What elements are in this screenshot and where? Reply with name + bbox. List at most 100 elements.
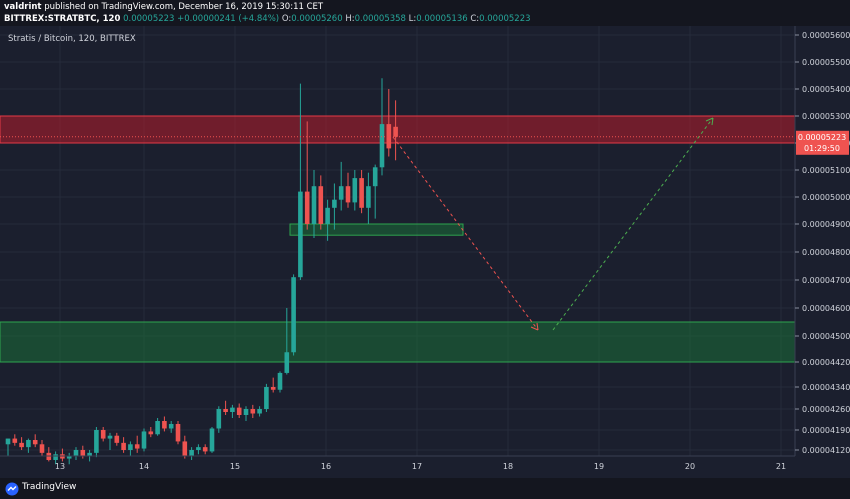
candle-body [134, 444, 140, 449]
time-tick-label: 15 [230, 462, 240, 471]
time-tick-label: 16 [321, 462, 331, 471]
high-value: 0.00005358 [354, 14, 406, 24]
up-arrow-line [552, 117, 714, 331]
candle-body [39, 444, 45, 453]
candle-body [216, 409, 222, 429]
candle-body [277, 372, 283, 390]
candle-body [318, 186, 324, 224]
candle-body [32, 440, 38, 445]
candle-body [386, 124, 392, 149]
price-axis-ticks: 0.00005600 0.00005500 0.00005400 0.00005300… [795, 31, 850, 455]
tradingview-logo-icon[interactable] [5, 482, 19, 496]
price-tick-label: 0.00004900 [802, 220, 850, 229]
candle-body [291, 277, 296, 353]
zones [0, 115, 796, 363]
price-tick-label: 0.00005100 [802, 166, 850, 175]
candle-body [304, 191, 310, 224]
candle-body [325, 207, 330, 224]
candle-body [243, 409, 249, 415]
candle-body [19, 442, 24, 448]
candle-body [148, 431, 154, 435]
price-tick-label: 0.00004800 [802, 248, 850, 257]
candle-body [230, 407, 235, 412]
published-text: published on TradingView.com, December 1… [44, 2, 324, 12]
down-arrow-head [530, 322, 539, 331]
price-tick-label: 0.00004340 [802, 383, 850, 392]
candle-body [270, 387, 276, 390]
candle-body [114, 435, 120, 443]
time-tick-label: 17 [412, 462, 422, 471]
open-value: 0.00005260 [291, 14, 343, 24]
candle-body [168, 424, 174, 429]
candle-body [311, 186, 317, 224]
candle-body [332, 199, 337, 208]
candle-body [128, 444, 133, 450]
bar-countdown-label: 01:29:50 [804, 144, 840, 153]
time-tick-label: 14 [139, 462, 149, 471]
candle-body [53, 454, 58, 460]
candle-body [189, 450, 194, 456]
time-tick-label: 18 [503, 462, 513, 471]
candle-body [236, 407, 242, 415]
candle-body [379, 124, 385, 168]
down-arrow-line [392, 136, 539, 331]
tradingview-brand[interactable]: TradingView [22, 482, 77, 492]
candle-body [393, 126, 398, 137]
candle-body [121, 442, 126, 450]
candle-body [162, 421, 167, 429]
price-tick-label: 0.00005400 [802, 85, 850, 94]
low-value: 0.00005136 [416, 14, 468, 24]
ohlc-line: BITTREX:STRATBTC, 120 0.00005223 +0.0000… [4, 13, 531, 25]
price-tick-label: 0.00004190 [802, 426, 850, 435]
candle-body [66, 455, 72, 459]
candle-body [94, 430, 99, 453]
candle-body [359, 178, 364, 208]
candle-body [298, 191, 303, 278]
candle-body [202, 447, 208, 452]
candle-body [80, 450, 86, 456]
candle-body [73, 450, 79, 456]
plot-background [0, 26, 795, 456]
time-tick-label: 21 [776, 462, 786, 471]
candle-body [26, 440, 31, 448]
time-tick-label: 13 [55, 462, 65, 471]
candle-body [223, 409, 228, 412]
high-label: H: [345, 14, 355, 24]
candle-body [284, 352, 290, 373]
price-change: +0.00000241 (+4.84%) [177, 14, 280, 24]
pane-title: Stratis / Bitcoin, 120, BITTREX [8, 34, 136, 44]
symbol-label[interactable]: BITTREX:STRATBTC, 120 [4, 14, 121, 24]
candle-body [352, 178, 358, 203]
publisher-name[interactable]: valdrint [4, 2, 42, 12]
candle-body [366, 186, 371, 208]
price-tick-label: 0.00004420 [802, 358, 850, 367]
candle-body [107, 435, 113, 439]
open-label: O: [281, 14, 292, 24]
price-tag: 0.00005223 01:29:50 [0, 130, 849, 155]
price-tick-label: 0.00004500 [802, 332, 850, 341]
price-tick-label: 0.00004120 [802, 446, 850, 455]
last-price: 0.00005223 [123, 14, 175, 24]
up-arrow-head [705, 117, 714, 126]
candle-body [338, 186, 344, 200]
candle-body [12, 438, 18, 443]
price-scale[interactable] [795, 26, 850, 478]
candle-body [182, 441, 188, 456]
footer: TradingView [0, 478, 850, 499]
last-price-tag-label: 0.00005223 [798, 133, 846, 142]
low-label: L: [408, 14, 417, 24]
candles [5, 78, 398, 465]
candle-body [155, 421, 160, 435]
time-axis-ticks: 13 14 15 16 17 18 19 20 21 [55, 462, 786, 471]
last-price-tag-bg [796, 130, 849, 155]
price-tick-label: 0.00004700 [802, 276, 850, 285]
candle-body [5, 438, 11, 445]
candle-body [257, 409, 262, 414]
candle-body [87, 452, 92, 456]
close-value: 0.00005223 [479, 14, 531, 24]
candle-body [345, 186, 351, 203]
price-tick-label: 0.00005600 [802, 31, 850, 40]
price-tick-label: 0.00005500 [802, 58, 850, 67]
price-chart[interactable]: 0.00005600 0.00005500 0.00005400 0.00005300… [0, 26, 850, 478]
support-large-zone [0, 321, 796, 363]
